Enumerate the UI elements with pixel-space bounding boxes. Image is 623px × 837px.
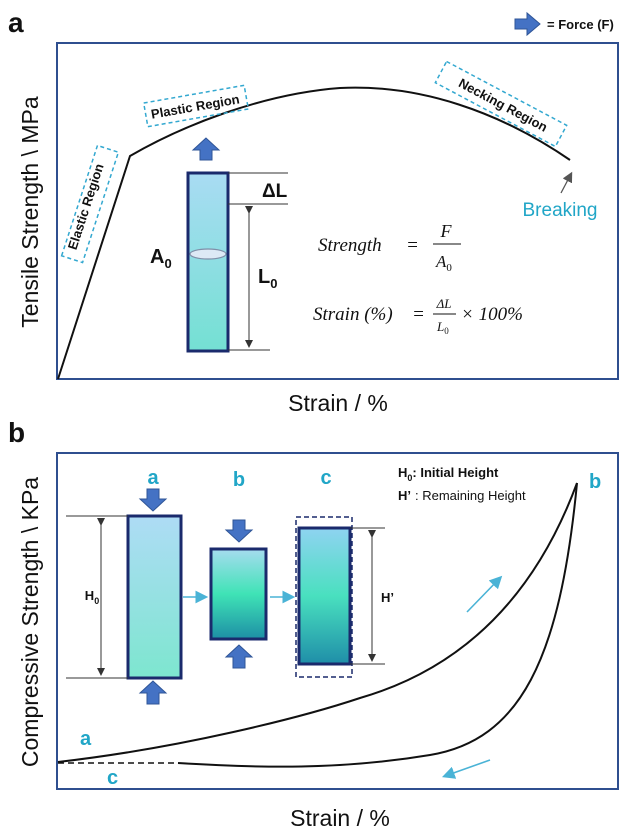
original-outline	[295, 516, 353, 678]
panel-a-y-axis-label: Tensile Strength \ MPa	[17, 96, 43, 328]
panel-b-plot-frame	[56, 452, 619, 790]
specimen-stage-c: H’	[295, 516, 394, 678]
panel-a-x-axis-label: Strain / %	[288, 390, 388, 416]
curve-point-b: b	[589, 471, 601, 493]
panel-a-plot-frame	[56, 42, 619, 380]
specimen-bar	[186, 171, 230, 353]
plastic-region-label: Plastic Region	[150, 91, 241, 121]
h-prime-label: H’	[381, 590, 394, 605]
breaking-arrow	[560, 171, 573, 194]
area-label: A0	[150, 246, 172, 271]
strength-formula-num: F	[440, 221, 453, 241]
loading-curve	[57, 482, 578, 763]
strain-formula-eq: =	[412, 304, 425, 325]
strain-formula-num: ΔL	[436, 296, 452, 311]
legend-h-prime: H’: Remaining Height	[398, 488, 526, 503]
delta-l-label: ΔL	[262, 181, 288, 202]
curve-point-a: a	[80, 728, 92, 750]
h0-label: H0	[85, 588, 99, 606]
force-down-arrow-icon	[224, 519, 254, 543]
panel-b-x-axis-label: Strain / %	[290, 805, 390, 831]
tensile-curve	[57, 86, 571, 380]
force-down-arrow-icon	[138, 488, 168, 512]
breaking-label: Breaking	[523, 200, 598, 221]
force-up-arrow-icon	[191, 137, 221, 161]
panel-b-label: b	[8, 417, 25, 448]
cross-section-ellipse	[189, 248, 227, 260]
panel-a-label: a	[8, 7, 24, 38]
strength-formula-eq: =	[406, 235, 419, 256]
plastic-region-box: Plastic Region	[142, 84, 250, 128]
tensile-specimen: ΔL A0 L0	[150, 137, 288, 353]
legend-force-label: = Force (F)	[547, 17, 614, 32]
legend-h0: H0: Initial Height	[398, 465, 499, 483]
stage-label-b: b	[233, 469, 245, 491]
strength-formula-den: A0	[435, 252, 452, 274]
legend-force: = Force (F)	[514, 11, 614, 37]
stage-label-c: c	[320, 467, 331, 489]
elastic-region-box: Elastic Region	[60, 144, 120, 264]
force-up-arrow-icon	[224, 644, 254, 669]
unloading-direction-arrow	[441, 759, 491, 779]
strain-formula-tail: × 100%	[461, 304, 523, 325]
strain-formula-lhs: Strain (%)	[313, 304, 393, 325]
right-arrow-icon	[514, 11, 541, 37]
loading-direction-arrow	[466, 575, 503, 613]
unloading-curve	[177, 482, 578, 768]
strength-formula: Strength = F A0	[318, 221, 461, 274]
curve-point-c: c	[107, 767, 118, 789]
necking-region-label: Necking Region	[456, 75, 550, 134]
stage-label-a: a	[147, 467, 159, 489]
specimen-stage-a: H0	[66, 488, 183, 705]
length-label: L0	[258, 266, 277, 291]
strain-formula: Strain (%) = ΔL L0 × 100%	[313, 296, 523, 336]
elastic-region-label: Elastic Region	[65, 162, 107, 252]
strain-formula-den: L0	[436, 319, 449, 336]
panel-b-y-axis-label: Compressive Strength \ KPa	[17, 477, 43, 767]
force-up-arrow-icon	[138, 680, 168, 705]
strength-formula-lhs: Strength	[318, 235, 382, 256]
specimen-stage-b	[209, 519, 268, 669]
